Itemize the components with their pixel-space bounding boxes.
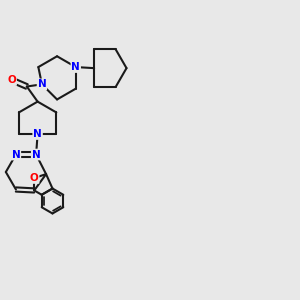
- Text: N: N: [38, 79, 46, 89]
- Text: O: O: [7, 75, 16, 85]
- Text: N: N: [71, 62, 80, 72]
- Text: O: O: [30, 173, 39, 183]
- Text: N: N: [32, 149, 40, 160]
- Text: N: N: [12, 149, 20, 160]
- Text: N: N: [33, 129, 42, 139]
